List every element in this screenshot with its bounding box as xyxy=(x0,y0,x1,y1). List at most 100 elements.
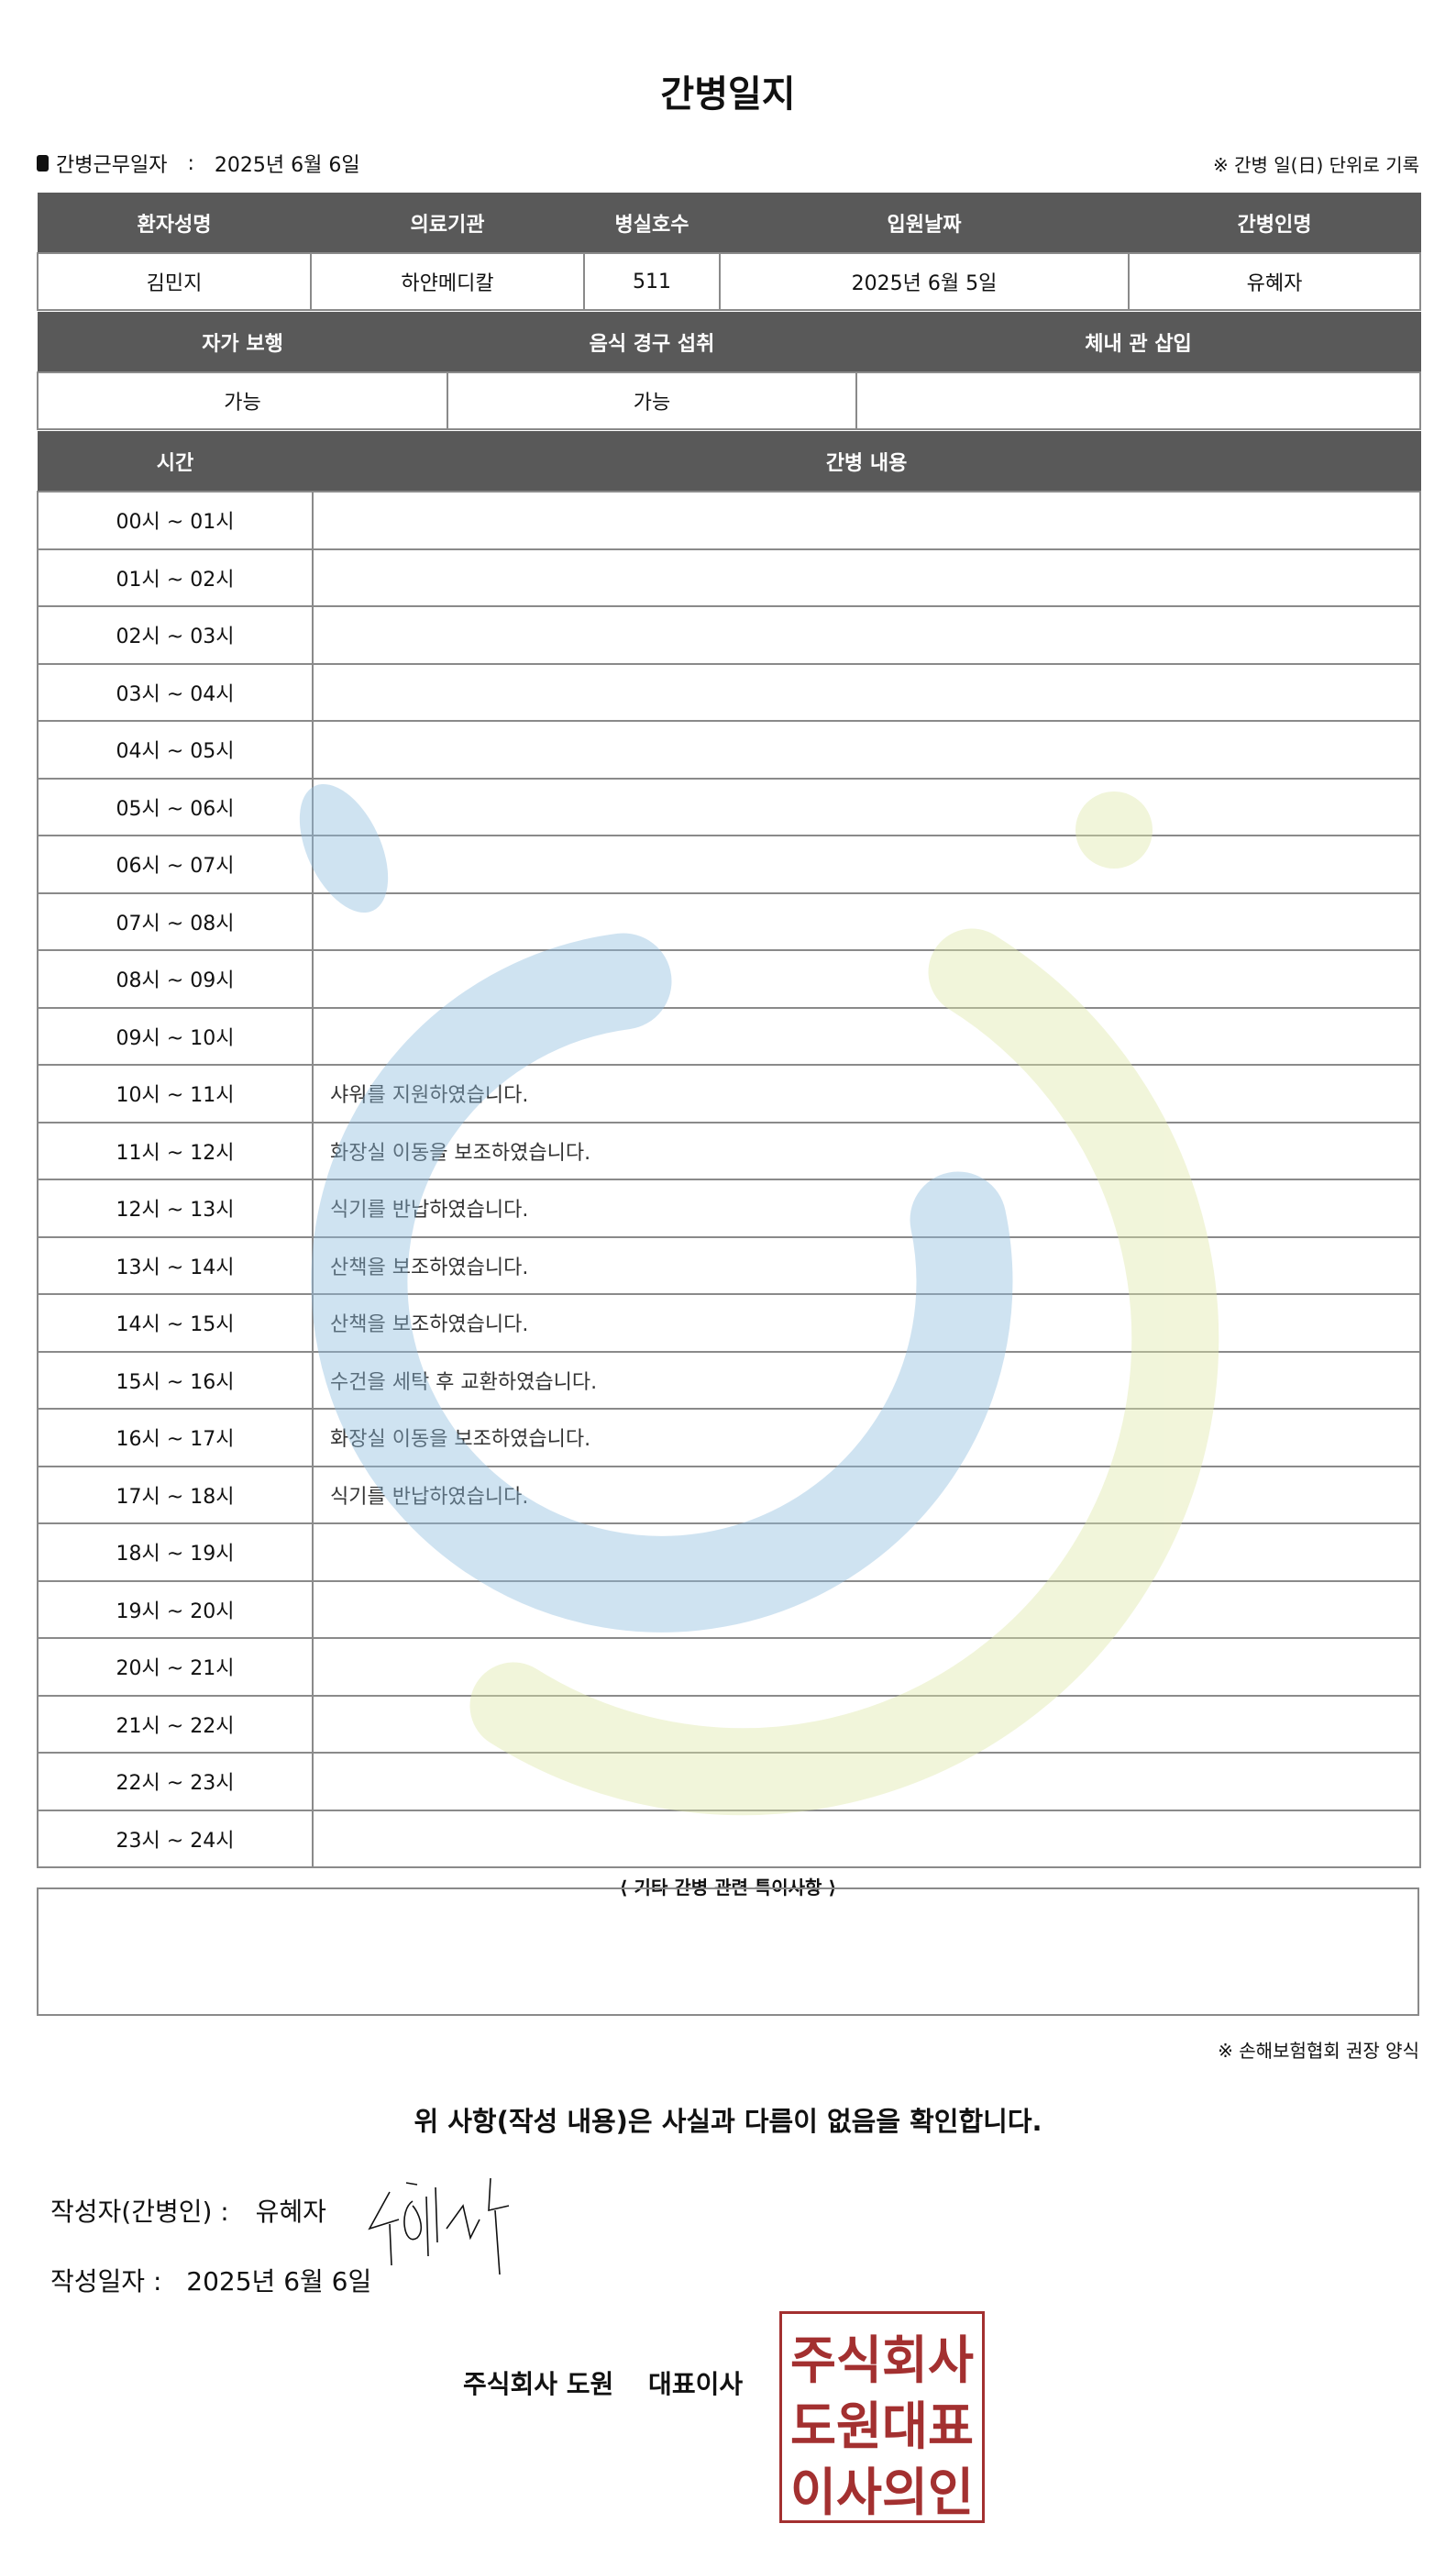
care-content xyxy=(312,1637,1421,1697)
care-content: 식기를 반납하였습니다. xyxy=(312,1465,1421,1524)
patient-name: 김민지 xyxy=(37,252,312,311)
page-title: 간병일지 xyxy=(660,73,796,116)
time-slot: 12시 ~ 13시 xyxy=(37,1179,314,1238)
caregiver-name: 유혜자 xyxy=(1128,252,1421,311)
patient-info-table: 환자성명 의료기관 병실호수 입원날짜 간병인명 김민지 하얀메디칼 511 2… xyxy=(37,193,1421,311)
time-slot: 02시 ~ 03시 xyxy=(37,605,314,665)
care-content xyxy=(312,891,1421,951)
care-content xyxy=(312,548,1421,607)
institution: 하얀메디칼 xyxy=(310,252,585,311)
table-row: 22시 ~ 23시 xyxy=(37,1752,1421,1811)
care-content xyxy=(312,605,1421,665)
care-log-table: 시간 간병 내용 00시 ~ 01시 01시 ~ 02시 02시 ~ 03시 03시 … xyxy=(37,431,1421,1868)
table-row: 14시 ~ 15시 산책을 보조하였습니다. xyxy=(37,1293,1421,1353)
tube-insertion xyxy=(855,371,1421,430)
header-room: 병실호수 xyxy=(583,193,721,254)
time-slot: 17시 ~ 18시 xyxy=(37,1465,314,1524)
author-line: 작성자(간병인) : 유혜자 xyxy=(50,2192,326,2229)
written-date: 2025년 6월 6일 xyxy=(186,2266,372,2297)
time-slot: 03시 ~ 04시 xyxy=(37,662,314,722)
bullet-icon xyxy=(37,155,49,172)
care-content xyxy=(312,1006,1421,1066)
table-row: 04시 ~ 05시 xyxy=(37,720,1421,780)
special-notes-box xyxy=(37,1887,1419,2016)
oral-intake: 가능 xyxy=(447,371,857,430)
work-date-separator: : xyxy=(187,151,194,175)
table-row: 01시 ~ 02시 xyxy=(37,548,1421,607)
time-slot: 13시 ~ 14시 xyxy=(37,1235,314,1295)
table-row: 20시 ~ 21시 xyxy=(37,1637,1421,1697)
table-row: 00시 ~ 01시 xyxy=(37,491,1421,550)
table-row: 06시 ~ 07시 xyxy=(37,835,1421,894)
care-content xyxy=(312,1752,1421,1811)
table-row: 05시 ~ 06시 xyxy=(37,777,1421,836)
header-tube-insertion: 체내 관 삽입 xyxy=(855,312,1421,373)
time-slot: 23시 ~ 24시 xyxy=(37,1809,314,1868)
table-row: 15시 ~ 16시 수건을 세탁 후 교환하였습니다. xyxy=(37,1350,1421,1410)
care-content: 산책을 보조하였습니다. xyxy=(312,1293,1421,1353)
care-content xyxy=(312,662,1421,722)
table-row: 08시 ~ 09시 xyxy=(37,949,1421,1009)
table-row: 23시 ~ 24시 xyxy=(37,1809,1421,1868)
room-number: 511 xyxy=(583,252,721,311)
table-row: 10시 ~ 11시 샤워를 지원하였습니다. xyxy=(37,1064,1421,1124)
time-slot: 21시 ~ 22시 xyxy=(37,1694,314,1754)
table-row: 12시 ~ 13시 식기를 반납하였습니다. xyxy=(37,1179,1421,1238)
care-content xyxy=(312,1694,1421,1754)
work-date-value: 2025년 6월 6일 xyxy=(214,154,360,177)
care-content xyxy=(312,720,1421,780)
time-slot: 07시 ~ 08시 xyxy=(37,891,314,951)
care-content xyxy=(312,777,1421,836)
time-slot: 06시 ~ 07시 xyxy=(37,835,314,894)
table-row: 19시 ~ 20시 xyxy=(37,1579,1421,1639)
time-slot: 08시 ~ 09시 xyxy=(37,949,314,1009)
header-caregiver: 간병인명 xyxy=(1128,193,1421,254)
table-row: 18시 ~ 19시 xyxy=(37,1522,1421,1582)
table-row: 07시 ~ 08시 xyxy=(37,891,1421,951)
time-slot: 22시 ~ 23시 xyxy=(37,1752,314,1811)
care-content: 수건을 세탁 후 교환하였습니다. xyxy=(312,1350,1421,1410)
table-row: 02시 ~ 03시 xyxy=(37,605,1421,665)
seal-line-2: 도원대표 xyxy=(790,2397,974,2457)
time-slot: 09시 ~ 10시 xyxy=(37,1006,314,1066)
daily-record-note: ※ 간병 일(日) 단위로 기록 xyxy=(1213,154,1419,176)
care-content: 샤워를 지원하였습니다. xyxy=(312,1064,1421,1124)
author-name: 유혜자 xyxy=(255,2197,326,2227)
time-slot: 11시 ~ 12시 xyxy=(37,1121,314,1180)
care-content: 식기를 반납하였습니다. xyxy=(312,1179,1421,1238)
time-slot: 20시 ~ 21시 xyxy=(37,1637,314,1697)
table-row: 21시 ~ 22시 xyxy=(37,1694,1421,1754)
self-walking: 가능 xyxy=(37,371,448,430)
care-content: 산책을 보조하였습니다. xyxy=(312,1235,1421,1295)
signature xyxy=(368,2177,510,2275)
table-row: 13시 ~ 14시 산책을 보조하였습니다. xyxy=(37,1235,1421,1295)
time-slot: 14시 ~ 15시 xyxy=(37,1293,314,1353)
confirmation-statement: 위 사항(작성 내용)은 사실과 다름이 없음을 확인합니다. xyxy=(414,2106,1042,2137)
patient-status-table: 자가 보행 음식 경구 섭취 체내 관 삽입 가능 가능 xyxy=(37,312,1421,430)
company-representative: 주식회사 도원 대표이사 xyxy=(463,2369,744,2399)
time-slot: 04시 ~ 05시 xyxy=(37,720,314,780)
time-slot: 18시 ~ 19시 xyxy=(37,1522,314,1582)
care-content: 화장실 이동을 보조하였습니다. xyxy=(312,1121,1421,1180)
written-date-line: 작성일자 : 2025년 6월 6일 xyxy=(50,2262,371,2298)
header-self-walking: 자가 보행 xyxy=(37,312,448,373)
author-label: 작성자(간병인) : xyxy=(50,2197,229,2227)
header-care-content: 간병 내용 xyxy=(312,431,1421,493)
care-content xyxy=(312,949,1421,1009)
care-content: 화장실 이동을 보조하였습니다. xyxy=(312,1408,1421,1467)
time-slot: 01시 ~ 02시 xyxy=(37,548,314,607)
admission-date: 2025년 6월 5일 xyxy=(719,252,1130,311)
seal-line-3: 이사의인 xyxy=(790,2463,974,2520)
header-time: 시간 xyxy=(37,431,314,493)
header-oral-intake: 음식 경구 섭취 xyxy=(447,312,857,373)
time-slot: 16시 ~ 17시 xyxy=(37,1408,314,1467)
header-admission-date: 입원날짜 xyxy=(719,193,1130,254)
time-slot: 00시 ~ 01시 xyxy=(37,491,314,550)
care-content xyxy=(312,835,1421,894)
care-content xyxy=(312,1809,1421,1868)
table-row: 16시 ~ 17시 화장실 이동을 보조하였습니다. xyxy=(37,1408,1421,1467)
table-row: 09시 ~ 10시 xyxy=(37,1006,1421,1066)
header-institution: 의료기관 xyxy=(310,193,585,254)
written-date-label: 작성일자 : xyxy=(50,2266,162,2297)
care-content xyxy=(312,1579,1421,1639)
